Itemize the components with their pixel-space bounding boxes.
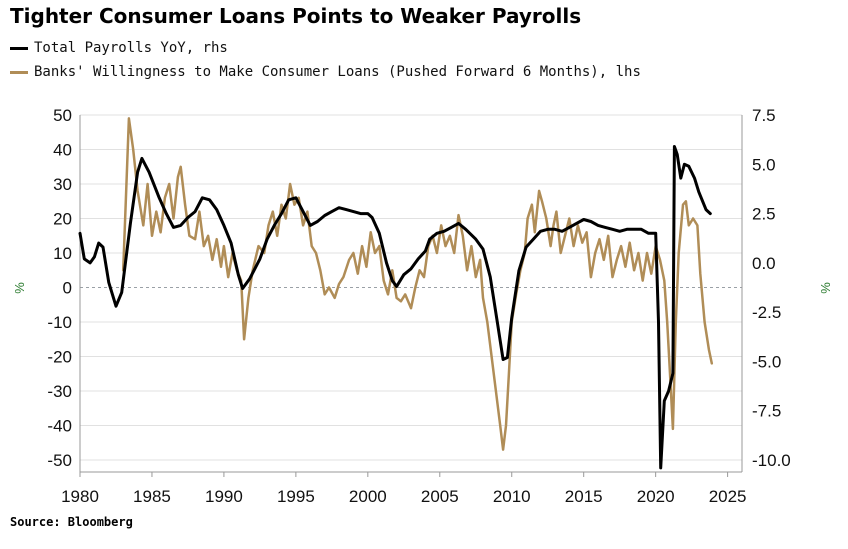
series-line-payrolls	[78, 145, 712, 470]
left-axis-tick-label: -40	[47, 417, 72, 436]
right-axis-tick-label: 5.0	[752, 155, 776, 174]
left-axis-tick-label: -10	[47, 313, 72, 332]
x-axis-tick-label: 2010	[493, 487, 531, 506]
x-axis-tick-label: 2000	[349, 487, 387, 506]
legend-swatch-consumer-loans	[10, 70, 28, 74]
legend-item-payrolls: Total Payrolls YoY, rhs	[10, 40, 228, 56]
x-axis-tick-label: 1990	[205, 487, 243, 506]
right-axis-tick-label: -7.5	[752, 402, 781, 421]
x-axis-tick-label: 2020	[637, 487, 675, 506]
legend-label-payrolls: Total Payrolls YoY, rhs	[34, 40, 228, 56]
x-axis-tick-label: 1985	[133, 487, 171, 506]
right-axis-unit: %	[818, 282, 833, 294]
x-axis-tick-label: 1995	[277, 487, 315, 506]
legend-swatch-payrolls	[10, 46, 28, 50]
right-axis-tick-label: 0.0	[752, 254, 776, 273]
left-axis-tick-label: -50	[47, 451, 72, 470]
right-axis-tick-label: -2.5	[752, 303, 781, 322]
x-axis-tick-label: 2015	[565, 487, 603, 506]
left-axis-tick-label: 20	[53, 210, 72, 229]
left-axis-unit: %	[12, 282, 27, 294]
series-line-consumer-loans	[121, 117, 714, 451]
x-axis-tick-label: 2005	[421, 487, 459, 506]
right-axis-tick-label: 7.5	[752, 106, 776, 125]
source-note: Source: Bloomberg	[10, 515, 133, 529]
x-axis-tick-label: 1980	[61, 487, 99, 506]
left-axis-tick-label: -30	[47, 382, 72, 401]
right-axis-tick-label: -10.0	[752, 451, 791, 470]
left-axis-tick-label: 50	[53, 106, 72, 125]
chart-title: Tighter Consumer Loans Points to Weaker …	[10, 4, 582, 28]
left-axis-tick-label: 30	[53, 175, 72, 194]
left-axis-tick-label: 0	[63, 279, 72, 298]
right-axis-tick-label: 2.5	[752, 205, 776, 224]
left-axis-tick-label: 10	[53, 244, 72, 263]
right-axis-tick-label: -5.0	[752, 352, 781, 371]
left-axis-tick-label: 40	[53, 141, 72, 160]
x-axis-tick-label: 2025	[709, 487, 747, 506]
legend-label-consumer-loans: Banks' Willingness to Make Consumer Loan…	[34, 64, 641, 80]
left-axis-tick-label: -20	[47, 348, 72, 367]
legend-item-consumer-loans: Banks' Willingness to Make Consumer Loan…	[10, 64, 641, 80]
